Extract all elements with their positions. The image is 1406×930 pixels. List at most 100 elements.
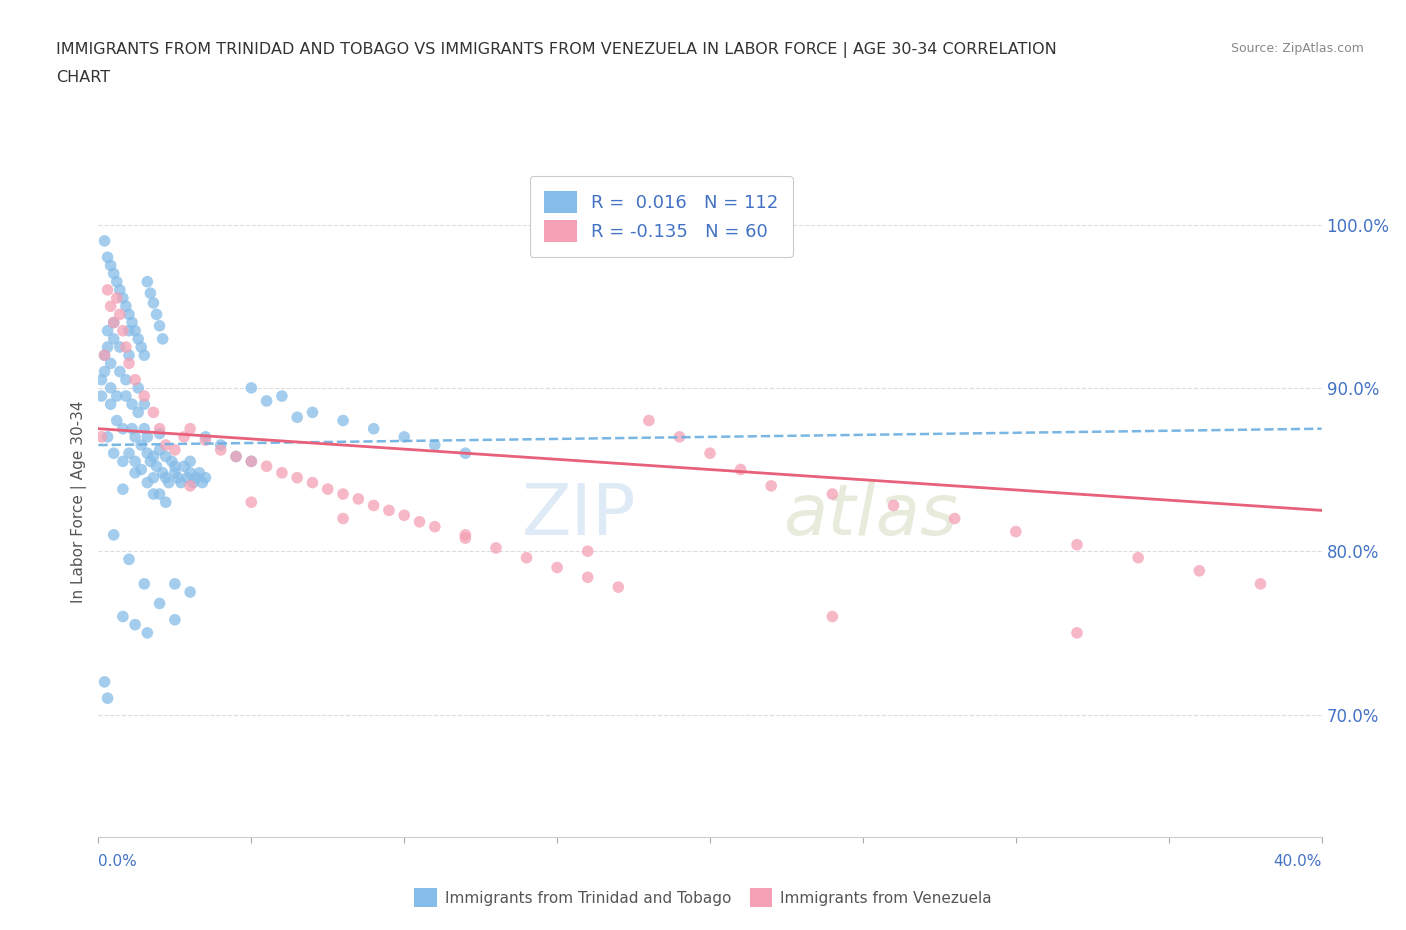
Point (607, 579, 630, 594)
Point (90, 389, 112, 404)
Point (105, 389, 128, 404)
Point (1066, 625, 1088, 640)
Point (118, 551, 141, 566)
Point (118, 307, 141, 322)
Point (347, 491, 370, 506)
Point (408, 514, 430, 529)
Point (111, 609, 134, 624)
Point (129, 438, 152, 453)
Point (270, 465, 292, 480)
Point (105, 413, 128, 428)
Y-axis label: In Labor Force | Age 30-34: In Labor Force | Age 30-34 (72, 401, 87, 604)
Point (108, 307, 131, 322)
Point (149, 426, 172, 441)
Legend: R =  0.016   N = 112, R = -0.135   N = 60: R = 0.016 N = 112, R = -0.135 N = 60 (530, 177, 793, 257)
Point (225, 449, 247, 464)
Point (115, 372, 138, 387)
Point (454, 531, 477, 546)
Point (883, 498, 905, 513)
Point (1004, 525, 1026, 539)
Point (157, 475, 180, 490)
Point (167, 471, 190, 485)
Point (136, 625, 159, 640)
Point (149, 596, 172, 611)
Point (97, 250, 120, 265)
Point (392, 508, 416, 523)
Point (136, 274, 159, 289)
Point (191, 475, 214, 490)
Point (179, 421, 201, 436)
Point (240, 380, 263, 395)
Point (93, 233, 115, 248)
Point (145, 307, 167, 322)
Point (179, 585, 201, 600)
Point (1249, 577, 1271, 591)
Point (454, 445, 477, 460)
Point (124, 618, 146, 632)
Point (270, 389, 292, 404)
Point (136, 475, 159, 490)
Point (423, 519, 446, 534)
Point (209, 438, 232, 453)
Point (100, 356, 122, 371)
Point (163, 577, 186, 591)
Point (256, 458, 278, 473)
Point (155, 438, 177, 453)
Point (149, 318, 172, 333)
Text: Source: ZipAtlas.com: Source: ZipAtlas.com (1230, 42, 1364, 55)
Point (637, 413, 661, 428)
Point (285, 410, 308, 425)
Point (103, 315, 125, 330)
Point (668, 430, 690, 445)
Point (155, 471, 177, 485)
Point (97, 691, 120, 706)
Point (93, 348, 115, 363)
Point (163, 443, 186, 458)
Point (186, 471, 208, 485)
Point (194, 471, 217, 485)
Point (149, 486, 172, 501)
Point (124, 465, 146, 480)
Point (97, 430, 120, 445)
Point (111, 290, 134, 305)
Point (111, 454, 134, 469)
Point (332, 512, 354, 526)
Point (105, 290, 128, 305)
Point (118, 324, 141, 339)
Point (100, 299, 122, 313)
Point (111, 324, 134, 339)
Point (576, 570, 599, 585)
Point (363, 498, 385, 513)
Point (90, 430, 112, 445)
Point (124, 324, 146, 339)
Point (97, 283, 120, 298)
Point (821, 486, 844, 501)
Point (121, 397, 143, 412)
Point (240, 454, 263, 469)
Point (179, 454, 201, 469)
Point (152, 465, 174, 480)
Point (142, 486, 165, 501)
Point (516, 551, 538, 565)
Point (97, 339, 120, 354)
Point (142, 471, 165, 485)
Point (256, 393, 278, 408)
Point (100, 258, 122, 272)
Text: atlas: atlas (783, 481, 957, 550)
Point (170, 475, 193, 490)
Point (129, 462, 152, 477)
Point (392, 430, 416, 445)
Point (181, 475, 204, 490)
Point (1128, 551, 1150, 565)
Point (173, 430, 195, 445)
Point (149, 421, 172, 436)
Point (142, 405, 165, 419)
Point (118, 445, 141, 460)
Point (127, 331, 149, 346)
Point (118, 356, 141, 371)
Point (111, 421, 134, 436)
Point (134, 389, 156, 404)
Point (139, 286, 162, 300)
Point (111, 482, 134, 497)
Point (136, 445, 159, 460)
